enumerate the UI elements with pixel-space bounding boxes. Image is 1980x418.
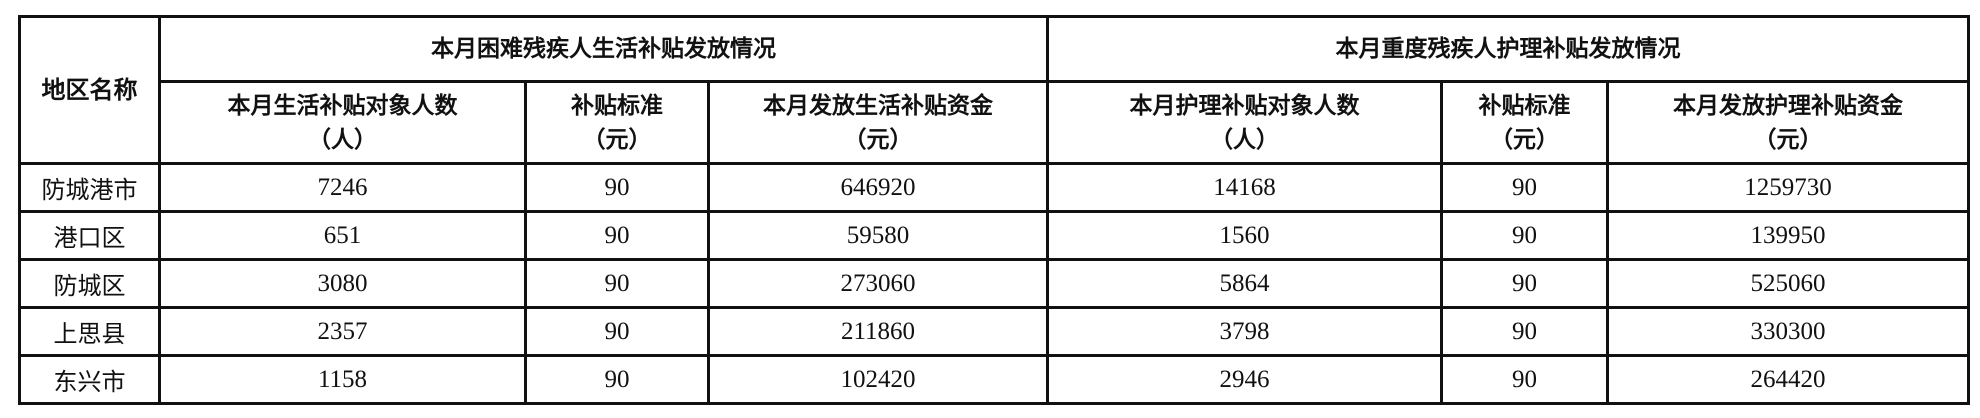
value-cell: 139950 <box>1606 210 1970 261</box>
table-row: 防城区 3080 90 273060 5864 90 525060 <box>18 258 1970 309</box>
group-header-row: 地区名称 本月困难残疾人生活补贴发放情况 本月重度残疾人护理补贴发放情况 <box>18 15 1970 165</box>
column-header: 本月生活补贴对象人数 （人） <box>158 80 527 165</box>
value-cell: 90 <box>524 210 710 261</box>
table-row: 东兴市 1158 90 102420 2946 90 264420 <box>18 354 1970 405</box>
column-header: 本月护理补贴对象人数 （人） <box>1046 80 1443 165</box>
column-unit: （元） <box>1490 125 1559 153</box>
value-cell: 1158 <box>158 354 527 405</box>
column-header-row: 本月生活补贴对象人数 （人） 补贴标准 （元） 本月发放生活补贴资金 （元） 本月护理补贴对… <box>20 80 1970 165</box>
column-unit: （元） <box>582 125 652 153</box>
column-label: 本月生活补贴对象人数 <box>227 91 458 119</box>
column-header: 补贴标准 （元） <box>1440 80 1609 165</box>
value-cell: 1259730 <box>1606 162 1970 213</box>
column-unit: （人） <box>308 125 377 153</box>
value-cell: 646920 <box>707 162 1049 213</box>
column-label: 本月发放护理补贴资金 <box>1673 91 1903 119</box>
living-subsidy-group-header: 本月困难残疾人生活补贴发放情况 <box>158 15 1049 83</box>
value-cell: 14168 <box>1046 162 1443 213</box>
column-unit: （元） <box>843 125 913 153</box>
region-cell: 上思县 <box>18 306 161 357</box>
value-cell: 3798 <box>1046 306 1443 357</box>
table-row: 防城港市 7246 90 646920 14168 90 1259730 <box>18 162 1970 213</box>
column-header: 补贴标准 （元） <box>524 80 710 165</box>
value-cell: 273060 <box>707 258 1049 309</box>
value-cell: 651 <box>158 210 527 261</box>
value-cell: 330300 <box>1606 306 1970 357</box>
value-cell: 3080 <box>158 258 527 309</box>
value-cell: 90 <box>1440 162 1609 213</box>
column-header: 本月发放生活补贴资金 （元） <box>707 80 1049 165</box>
region-cell: 港口区 <box>18 210 161 261</box>
region-cell: 防城港市 <box>18 162 161 213</box>
column-label: 本月护理补贴对象人数 <box>1129 91 1360 119</box>
column-unit: （元） <box>1753 125 1823 153</box>
value-cell: 90 <box>1440 210 1609 261</box>
region-cell: 东兴市 <box>18 354 161 405</box>
value-cell: 90 <box>1440 258 1609 309</box>
table-row: 港口区 651 90 59580 1560 90 139950 <box>18 210 1970 261</box>
value-cell: 59580 <box>707 210 1049 261</box>
value-cell: 90 <box>524 162 710 213</box>
table-row: 上思县 2357 90 211860 3798 90 330300 <box>18 306 1970 357</box>
value-cell: 2946 <box>1046 354 1443 405</box>
value-cell: 525060 <box>1606 258 1970 309</box>
region-cell: 防城区 <box>18 258 161 309</box>
column-label: 补贴标准 <box>571 91 663 119</box>
column-label: 补贴标准 <box>1478 91 1571 119</box>
value-cell: 90 <box>1440 354 1609 405</box>
value-cell: 5864 <box>1046 258 1443 309</box>
value-cell: 264420 <box>1606 354 1970 405</box>
value-cell: 90 <box>524 354 710 405</box>
value-cell: 90 <box>524 258 710 309</box>
care-subsidy-group-header: 本月重度残疾人护理补贴发放情况 <box>1046 15 1970 83</box>
value-cell: 1560 <box>1046 210 1443 261</box>
region-header: 地区名称 <box>18 15 161 165</box>
column-label: 本月发放生活补贴资金 <box>763 91 993 119</box>
value-cell: 102420 <box>707 354 1049 405</box>
subsidy-table: 地区名称 本月困难残疾人生活补贴发放情况 本月重度残疾人护理补贴发放情况 本月生… <box>18 15 1970 405</box>
value-cell: 2357 <box>158 306 527 357</box>
value-cell: 90 <box>524 306 710 357</box>
value-cell: 211860 <box>707 306 1049 357</box>
column-header: 本月发放护理补贴资金 （元） <box>1606 80 1970 165</box>
column-unit: （人） <box>1210 125 1279 153</box>
value-cell: 7246 <box>158 162 527 213</box>
value-cell: 90 <box>1440 306 1609 357</box>
